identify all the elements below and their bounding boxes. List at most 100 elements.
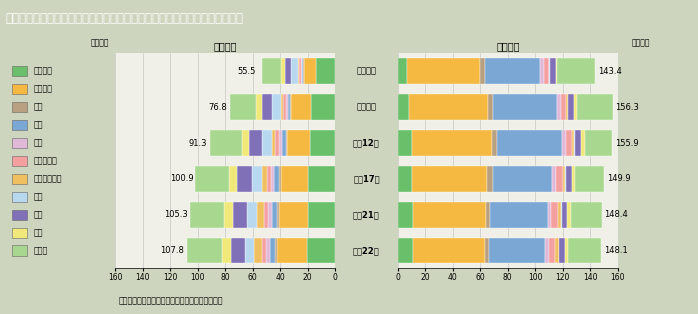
Text: 平成７年: 平成７年 (357, 103, 376, 112)
Bar (249, 130, 262, 156)
Bar (279, 202, 309, 228)
Bar (262, 130, 272, 156)
Bar (493, 94, 557, 120)
Bar (413, 238, 484, 263)
Bar (301, 58, 302, 84)
Bar (562, 130, 566, 156)
Bar (12, 174, 27, 184)
Bar (12, 84, 27, 94)
Bar (262, 238, 266, 263)
Bar (565, 238, 568, 263)
Text: 〈女性〉: 〈女性〉 (214, 41, 237, 51)
Bar (246, 238, 254, 263)
Text: 教育: 教育 (34, 210, 43, 219)
Text: 第１－８－３図　専攻分野別に見た学生数（大学（学部））の推移（性別）: 第１－８－３図 専攻分野別に見た学生数（大学（学部））の推移（性別） (6, 12, 244, 24)
Text: 社会科学: 社会科学 (34, 84, 53, 94)
Bar (277, 202, 279, 228)
Bar (281, 166, 308, 192)
Bar (398, 202, 413, 228)
Bar (316, 58, 335, 84)
Bar (585, 130, 612, 156)
Bar (556, 166, 563, 192)
Bar (413, 166, 487, 192)
Bar (408, 94, 488, 120)
Bar (12, 228, 27, 238)
Text: 107.8: 107.8 (161, 246, 184, 255)
Bar (267, 166, 272, 192)
Bar (12, 138, 27, 148)
Bar (491, 202, 547, 228)
Text: 149.9: 149.9 (607, 174, 630, 183)
Bar (563, 166, 565, 192)
Bar (489, 238, 545, 263)
Text: 農学: 農学 (34, 138, 43, 148)
Text: 平成17年: 平成17年 (353, 174, 380, 183)
Bar (277, 238, 307, 263)
Text: 工学: 工学 (34, 121, 43, 129)
Bar (561, 94, 567, 120)
Bar (288, 94, 290, 120)
Bar (233, 202, 248, 228)
Bar (224, 202, 233, 228)
Bar (272, 130, 276, 156)
Bar (268, 202, 272, 228)
Bar (191, 202, 224, 228)
Bar (12, 246, 27, 256)
Bar (276, 238, 277, 263)
Bar (308, 166, 335, 192)
Bar (256, 94, 262, 120)
Bar (492, 130, 498, 156)
Text: 人文科学: 人文科学 (34, 67, 53, 75)
Bar (229, 166, 237, 192)
Bar (257, 202, 264, 228)
Bar (581, 130, 585, 156)
Bar (248, 202, 257, 228)
Bar (209, 130, 242, 156)
Bar (567, 94, 574, 120)
Bar (187, 238, 223, 263)
Text: （万人）: （万人） (90, 39, 109, 48)
Text: 148.1: 148.1 (604, 246, 628, 255)
Bar (557, 94, 561, 120)
Bar (242, 130, 249, 156)
Bar (303, 58, 304, 84)
Bar (398, 58, 407, 84)
Text: 148.4: 148.4 (604, 210, 628, 219)
Text: 理学: 理学 (34, 102, 43, 111)
Bar (398, 94, 408, 120)
Text: 平成21年: 平成21年 (353, 210, 380, 219)
Bar (272, 94, 281, 120)
Bar (398, 166, 413, 192)
Bar (264, 202, 268, 228)
Bar (574, 130, 581, 156)
Bar (299, 58, 301, 84)
Bar (555, 238, 559, 263)
Text: （備考）文部科学省「学校基本調査」より作成。: （備考）文部科学省「学校基本調査」より作成。 (119, 296, 223, 306)
Bar (493, 166, 552, 192)
Bar (237, 166, 252, 192)
Bar (551, 202, 558, 228)
Bar (577, 94, 613, 120)
Bar (272, 166, 274, 192)
Text: 91.3: 91.3 (188, 138, 207, 148)
Bar (279, 166, 281, 192)
Bar (272, 202, 277, 228)
Bar (311, 94, 335, 120)
Bar (262, 94, 272, 120)
Text: 家政: 家政 (34, 192, 43, 201)
Bar (291, 94, 311, 120)
Bar (570, 202, 602, 228)
Bar (281, 58, 285, 84)
Bar (552, 166, 556, 192)
Text: 156.3: 156.3 (616, 103, 639, 112)
Bar (498, 130, 562, 156)
Bar (567, 202, 570, 228)
Bar (568, 238, 602, 263)
Text: 医学・歯学: 医学・歯学 (34, 156, 57, 165)
Bar (545, 238, 549, 263)
Bar (572, 166, 575, 192)
Text: 〈男性〉: 〈男性〉 (496, 41, 519, 51)
Bar (310, 130, 335, 156)
Bar (288, 130, 310, 156)
Bar (544, 58, 549, 84)
